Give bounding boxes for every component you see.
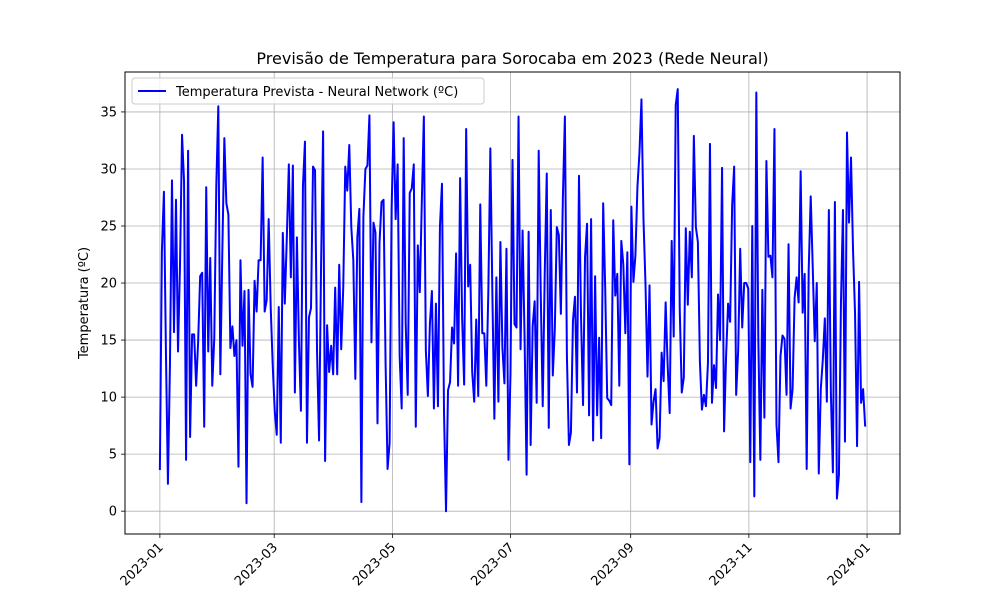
y-axis-label: Temperatura (ºC) [77, 247, 92, 360]
legend: Temperatura Prevista - Neural Network (º… [131, 77, 485, 105]
y-axis: 0 5 10 15 20 25 30 35 [100, 105, 125, 520]
y-tick-label: 30 [100, 162, 117, 177]
y-tick-label: 20 [100, 277, 117, 292]
series-layer [158, 88, 867, 513]
legend-box [131, 77, 485, 105]
y-tick-label: 35 [100, 105, 117, 120]
legend-label: Temperatura Prevista - Neural Network (º… [175, 85, 458, 100]
y-tick-label: 5 [109, 448, 117, 463]
y-tick-label: 0 [109, 505, 117, 520]
y-tick-label: 10 [100, 391, 117, 406]
y-tick-label: 15 [100, 334, 117, 349]
chart-title: Previsão de Temperatura para Sorocaba em… [256, 49, 768, 68]
y-tick-label: 25 [100, 220, 117, 235]
series-line [158, 88, 867, 513]
plot-frame [124, 71, 901, 535]
